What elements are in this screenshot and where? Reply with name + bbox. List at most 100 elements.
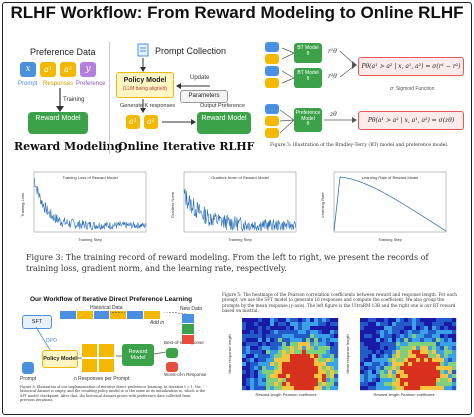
heatmap-cell bbox=[302, 350, 307, 355]
heatmap-cell bbox=[302, 342, 307, 347]
bt-model-box-2: BT Model θ bbox=[294, 68, 322, 88]
heatmap-cell bbox=[360, 334, 365, 339]
heatmap-cell bbox=[376, 382, 381, 387]
heatmap-cell bbox=[278, 346, 283, 351]
heatmap-cell bbox=[448, 334, 453, 339]
heatmap-cell bbox=[326, 374, 331, 379]
dpo-title: Our Workflow of Iterative Direct Prefere… bbox=[30, 296, 193, 303]
heatmap-cell bbox=[314, 386, 319, 391]
heatmap-cell bbox=[254, 386, 259, 391]
heatmap-cell bbox=[436, 362, 441, 367]
heatmap-cell bbox=[360, 330, 365, 335]
heatmap-cell bbox=[314, 334, 319, 339]
heatmap-cell bbox=[416, 354, 421, 359]
heatmap-cell bbox=[392, 378, 397, 383]
heatmap-cell bbox=[412, 330, 417, 335]
heatmap-cell bbox=[428, 366, 433, 371]
heatmap-cell bbox=[262, 378, 267, 383]
heatmap-cell bbox=[326, 326, 331, 331]
heatmap-cell bbox=[372, 338, 377, 343]
heatmap-cell bbox=[412, 354, 417, 359]
heatmap-cell bbox=[254, 362, 259, 367]
heatmap-cell bbox=[416, 366, 421, 371]
heatmap-cell bbox=[274, 318, 279, 323]
heatmap-cell bbox=[250, 342, 255, 347]
heatmap-cell bbox=[448, 354, 453, 359]
figure3-caption: Figure 3: The training record of reward … bbox=[26, 253, 429, 273]
heatmap-cell bbox=[408, 350, 413, 355]
heatmap-cell bbox=[306, 382, 311, 387]
heatmap-cell bbox=[298, 346, 303, 351]
heatmap-cell bbox=[322, 326, 327, 331]
heatmap-cell bbox=[250, 366, 255, 371]
heatmap-cell bbox=[440, 350, 445, 355]
heatmap-cell bbox=[404, 326, 409, 331]
heatmap-cell bbox=[448, 358, 453, 363]
heatmap-cell bbox=[420, 382, 425, 387]
heatmap-cell bbox=[436, 322, 441, 327]
heatmap-cell bbox=[270, 346, 275, 351]
heatmap-cell bbox=[298, 374, 303, 379]
heatmap-cell bbox=[376, 362, 381, 367]
heatmap-cell bbox=[326, 346, 331, 351]
token-response-a1: a¹ bbox=[40, 62, 56, 77]
reward-model-box: Reward Model bbox=[28, 112, 88, 134]
heatmap-cell bbox=[270, 358, 275, 363]
heatmap-cell bbox=[334, 378, 339, 383]
heatmap-cell bbox=[282, 326, 287, 331]
heatmap-cell bbox=[388, 322, 393, 327]
heatmap-cell bbox=[282, 350, 287, 355]
heatmap-cell bbox=[428, 378, 433, 383]
heatmap-cell bbox=[452, 374, 457, 379]
heatmap-cell bbox=[444, 350, 449, 355]
heatmap-cell bbox=[368, 378, 373, 383]
heatmap-cell bbox=[432, 330, 437, 335]
best-response-token bbox=[166, 348, 178, 358]
heatmap-cell bbox=[290, 338, 295, 343]
heatmap-cell bbox=[302, 386, 307, 391]
heatmap-cell bbox=[322, 354, 327, 359]
heatmap-cell bbox=[262, 362, 267, 367]
heatmap-cell bbox=[444, 318, 449, 323]
heatmap-cell bbox=[274, 334, 279, 339]
heatmap-cell bbox=[318, 342, 323, 347]
heatmap-cell bbox=[266, 362, 271, 367]
heatmap-cell bbox=[360, 342, 365, 347]
heatmap-cell bbox=[258, 342, 263, 347]
heatmap-cell bbox=[440, 374, 445, 379]
heatmap-cell bbox=[242, 370, 247, 375]
heatmap-cell bbox=[452, 378, 457, 383]
heatmap-cell bbox=[420, 366, 425, 371]
training-label: Training bbox=[63, 97, 85, 103]
heatmap-cell bbox=[364, 334, 369, 339]
heatmap-cell bbox=[448, 362, 453, 367]
heatmap-cell bbox=[404, 386, 409, 391]
heatmap-cell bbox=[254, 382, 259, 387]
heatmap-cell bbox=[372, 358, 377, 363]
heatmap-cell bbox=[448, 386, 453, 391]
heatmap-cell bbox=[262, 370, 267, 375]
heatmap-cell bbox=[302, 366, 307, 371]
heatmap-cell bbox=[330, 366, 335, 371]
heatmap-cell bbox=[326, 378, 331, 383]
heatmap-cell bbox=[314, 354, 319, 359]
heatmap-cell bbox=[396, 382, 401, 387]
heatmap-cell bbox=[262, 386, 267, 391]
heatmap-cell bbox=[306, 354, 311, 359]
heatmap-cell bbox=[314, 362, 319, 367]
heatmap-cell bbox=[286, 374, 291, 379]
heatmap-cell bbox=[282, 342, 287, 347]
heatmap-cell bbox=[416, 350, 421, 355]
heatmap-cell bbox=[302, 370, 307, 375]
bt-model-label-1: BT Model bbox=[297, 45, 319, 51]
heatmap-cell bbox=[408, 366, 413, 371]
heatmap-cell bbox=[314, 330, 319, 335]
heatmap-cell bbox=[282, 346, 287, 351]
heatmap-cell bbox=[282, 354, 287, 359]
heatmap-cell bbox=[436, 358, 441, 363]
heatmap-cell bbox=[250, 330, 255, 335]
heatmap-cell bbox=[282, 386, 287, 391]
heatmap-cell bbox=[412, 386, 417, 391]
heatmap-cell bbox=[424, 362, 429, 367]
heatmap-cell bbox=[278, 326, 283, 331]
